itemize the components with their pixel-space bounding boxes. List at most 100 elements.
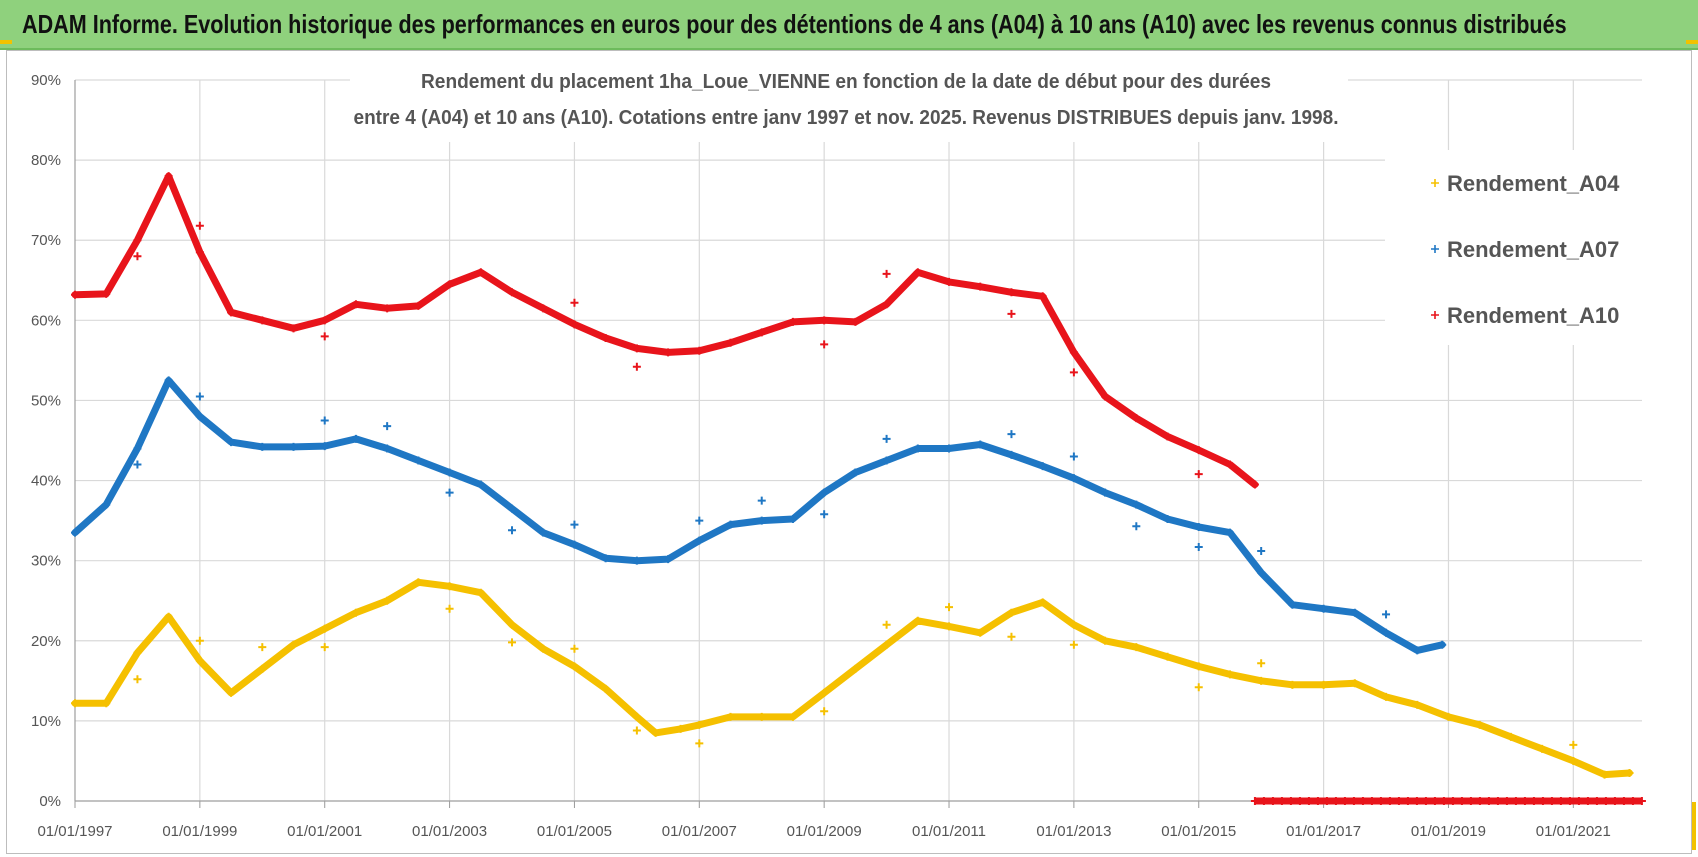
- data-point: [1225, 460, 1234, 469]
- data-point: [820, 688, 829, 697]
- data-point: [1556, 797, 1565, 805]
- data-point: [851, 468, 860, 477]
- legend-marker: [1431, 245, 1439, 253]
- data-point: [1538, 744, 1547, 753]
- data-point: [71, 528, 79, 537]
- y-tick-label: 20%: [31, 633, 61, 650]
- data-point: [195, 248, 204, 257]
- data-point: [632, 556, 641, 565]
- outlier-point: [1194, 683, 1203, 692]
- data-point: [1250, 797, 1259, 805]
- legend-label: Rendement_A04: [1447, 171, 1620, 196]
- data-point: [1376, 797, 1385, 805]
- data-point: [664, 555, 673, 564]
- legend-background: [1385, 150, 1650, 345]
- x-tick-label: 01/01/2019: [1411, 823, 1486, 840]
- data-point: [1268, 797, 1277, 805]
- data-point: [1430, 797, 1439, 805]
- data-point: [1007, 608, 1016, 617]
- data-point: [1101, 488, 1110, 497]
- outlier-point: [195, 636, 204, 645]
- data-point: [1038, 462, 1047, 471]
- data-point: [695, 536, 704, 545]
- data-point: [976, 440, 985, 449]
- data-point: [1007, 288, 1016, 297]
- data-point: [1358, 797, 1367, 805]
- data-point: [1101, 636, 1110, 645]
- data-point: [1319, 680, 1328, 689]
- x-tick-label: 01/01/1997: [37, 823, 112, 840]
- legend-marker: [1431, 179, 1439, 187]
- data-point: [164, 172, 173, 181]
- data-point: [570, 540, 579, 549]
- data-point: [913, 268, 922, 277]
- data-point: [1502, 797, 1511, 805]
- outlier-point: [1069, 640, 1078, 649]
- corner-marker: [1692, 802, 1696, 850]
- data-point: [1132, 643, 1141, 652]
- data-point: [1413, 700, 1422, 709]
- data-point: [476, 588, 485, 597]
- data-point: [1583, 797, 1592, 805]
- data-point: [1007, 450, 1016, 459]
- data-point: [632, 712, 641, 721]
- data-point: [1350, 608, 1359, 617]
- outlier-point: [1257, 547, 1266, 556]
- data-point: [882, 300, 891, 309]
- x-tick-label: 01/01/2001: [287, 823, 362, 840]
- y-tick-label: 70%: [31, 232, 61, 249]
- outlier-point: [632, 726, 641, 735]
- data-point: [1457, 797, 1466, 805]
- outlier-point: [695, 739, 704, 748]
- data-point: [133, 648, 142, 657]
- data-point: [601, 684, 610, 693]
- data-point: [508, 288, 517, 297]
- outlier-point: [508, 638, 517, 647]
- data-point: [1444, 712, 1453, 721]
- data-point: [1163, 432, 1172, 441]
- outlier-point: [1007, 632, 1016, 641]
- data-point: [351, 608, 360, 617]
- data-point: [445, 468, 454, 477]
- outlier-point: [1069, 368, 1078, 377]
- data-point: [351, 434, 360, 443]
- data-point: [1403, 797, 1412, 805]
- outlier-point: [1257, 659, 1266, 668]
- data-point: [757, 712, 766, 721]
- data-point: [258, 442, 267, 451]
- data-point: [414, 578, 423, 587]
- data-point: [1259, 797, 1268, 805]
- data-point: [1637, 797, 1646, 805]
- data-point: [1493, 797, 1502, 805]
- data-point: [476, 268, 485, 277]
- outlier-point: [258, 643, 267, 652]
- data-point: [508, 620, 517, 629]
- data-point: [1304, 797, 1313, 805]
- outlier-point: [570, 298, 579, 307]
- data-point: [1101, 392, 1110, 401]
- data-point: [539, 528, 548, 537]
- data-point: [1349, 797, 1358, 805]
- data-point: [1394, 797, 1403, 805]
- banner-title: ADAM Informe. Evolution historique des p…: [22, 9, 1567, 39]
- outlier-point: [1069, 452, 1078, 461]
- data-point: [1412, 797, 1421, 805]
- data-point: [1448, 797, 1457, 805]
- data-point: [1382, 628, 1391, 637]
- outlier-point: [1382, 610, 1391, 619]
- corner-marker: [0, 40, 12, 44]
- data-point: [820, 488, 829, 497]
- x-tick-label: 01/01/2017: [1286, 823, 1361, 840]
- data-point: [1163, 652, 1172, 661]
- data-point: [1225, 670, 1234, 679]
- outlier-point: [820, 510, 829, 519]
- data-point: [539, 304, 548, 313]
- series-Rendement_A07: [71, 376, 1447, 655]
- data-point: [508, 504, 517, 513]
- data-point: [320, 442, 329, 451]
- outlier-point: [882, 434, 891, 443]
- y-tick-label: 60%: [31, 312, 61, 329]
- data-point: [1484, 797, 1493, 805]
- y-tick-label: 50%: [31, 392, 61, 409]
- outlier-point: [1132, 522, 1141, 531]
